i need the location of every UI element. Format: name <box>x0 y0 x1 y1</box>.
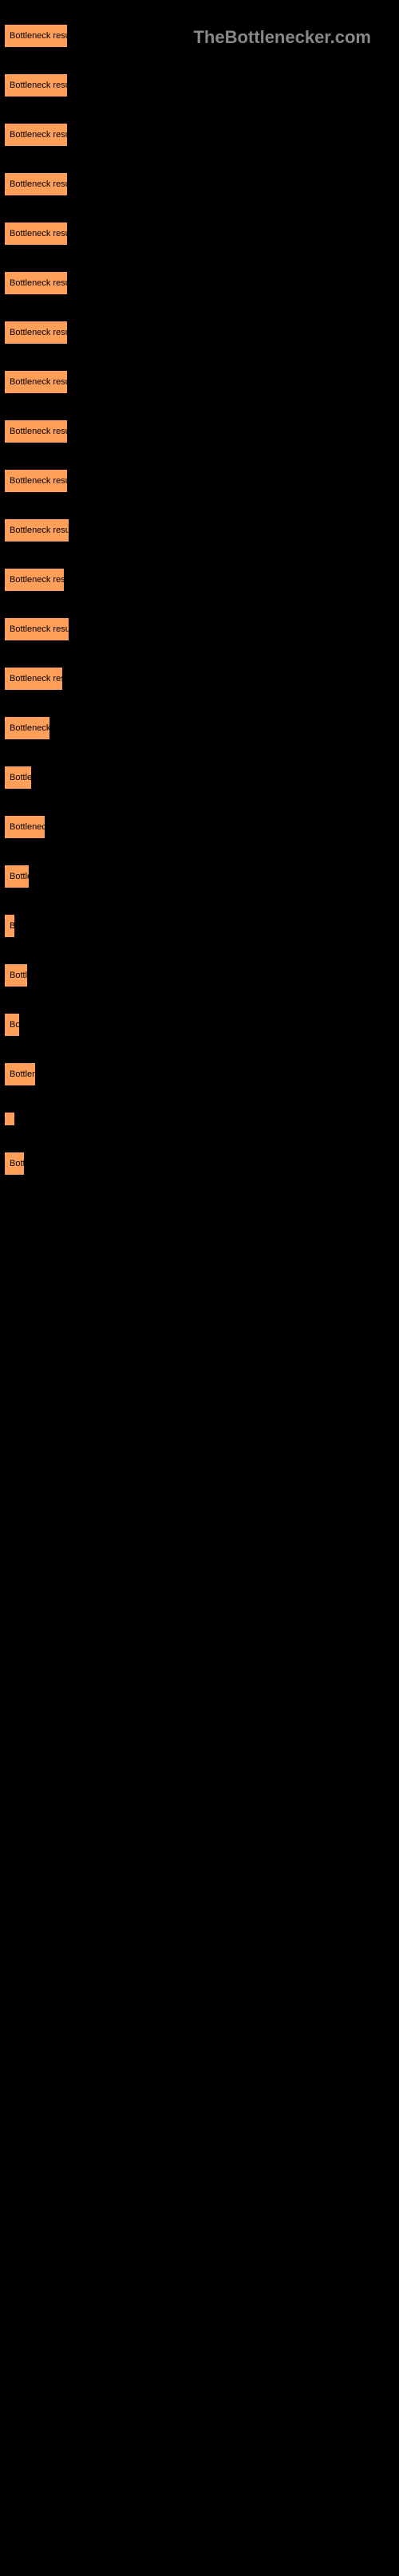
bar: Bottleneck <box>4 815 45 839</box>
bar: Bottleneck result <box>4 222 68 246</box>
bar-item: Bottleneck result <box>4 518 399 546</box>
bar <box>4 1112 15 1126</box>
bar-item: Bottleneck result <box>4 172 399 200</box>
bar-item: Bottlene <box>4 1062 399 1090</box>
bar: Bottlene <box>4 1062 36 1086</box>
bar-item: Bottle <box>4 865 399 892</box>
bar: Bottleneck resul <box>4 568 65 592</box>
bar: Bottleneck result <box>4 518 69 542</box>
bar-item: Bottleneck resul <box>4 568 399 596</box>
watermark: TheBottlenecker.com <box>193 27 371 48</box>
bar: Bottleneck result <box>4 370 68 394</box>
bar: Bottle <box>4 963 28 987</box>
bar-item: Bottleneck result <box>4 419 399 447</box>
bar-item: Bottleneck r <box>4 716 399 744</box>
bar: Bottleneck result <box>4 469 68 493</box>
bar: Bot <box>4 1013 20 1037</box>
bar-item: Bottleneck result <box>4 123 399 151</box>
bar-item: Bottleneck result <box>4 469 399 497</box>
bar: Bottleneck result <box>4 73 68 97</box>
bar: Bottlen <box>4 766 32 790</box>
bar: Bottle <box>4 865 30 888</box>
bar: Bottleneck r <box>4 716 50 740</box>
bar: Bottleneck result <box>4 321 68 345</box>
bar-item: Bottlen <box>4 766 399 794</box>
bar-item: Bot <box>4 1013 399 1041</box>
bar: B <box>4 914 15 938</box>
bar-item: B <box>4 914 399 942</box>
bar-item: Bottl <box>4 1152 399 1180</box>
bar-item: Bottleneck <box>4 815 399 843</box>
bar-chart: Bottleneck result Bottleneck result Bottle… <box>0 24 399 1180</box>
bar: Bottleneck result <box>4 172 68 196</box>
bar-item: Bottleneck result <box>4 370 399 398</box>
bar: Bottleneck result <box>4 24 68 48</box>
bar: Bottl <box>4 1152 25 1176</box>
bar-item: Bottleneck result <box>4 321 399 349</box>
bar: Bottleneck result <box>4 123 68 147</box>
bar: Bottleneck resu <box>4 667 63 691</box>
bar-item: Bottleneck result <box>4 617 399 645</box>
bar: Bottleneck result <box>4 617 69 641</box>
bar-item: Bottleneck result <box>4 73 399 101</box>
bar-item <box>4 1112 399 1130</box>
bar-item: Bottleneck result <box>4 271 399 299</box>
bar: Bottleneck result <box>4 271 68 295</box>
bar: Bottleneck result <box>4 419 68 443</box>
bar-item: Bottleneck result <box>4 222 399 250</box>
bar-item: Bottleneck resu <box>4 667 399 695</box>
bar-item: Bottle <box>4 963 399 991</box>
